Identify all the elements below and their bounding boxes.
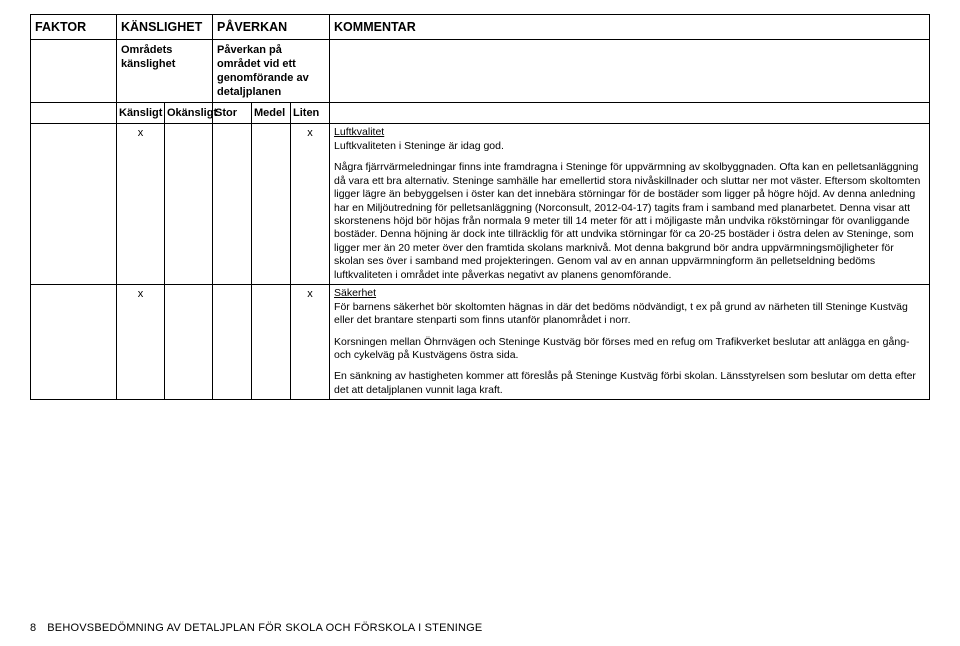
cell-medel — [252, 285, 291, 400]
th-kansligt: Känsligt — [117, 103, 165, 124]
th-empty — [31, 103, 117, 124]
page-footer: 8 BEHOVSBEDÖMNING AV DETALJPLAN FÖR SKOL… — [30, 622, 482, 634]
th-empty — [330, 40, 930, 103]
th-medel: Medel — [252, 103, 291, 124]
th-paverkan: PÅVERKAN — [213, 15, 330, 40]
cell-faktor — [31, 124, 117, 285]
table-row: x x Luftkvalitet Luftkvaliteten i Stenin… — [31, 124, 930, 285]
cell-okansligt — [165, 285, 213, 400]
th-omradets: Områdets känslighet — [117, 40, 213, 103]
cell-kansligt: x — [117, 285, 165, 400]
kommentar-title: Luftkvalitet — [334, 126, 384, 138]
header-row-3: Känsligt Okänsligt Stor Medel Liten — [31, 103, 930, 124]
footer-title: BEHOVSBEDÖMNING AV DETALJPLAN FÖR SKOLA … — [47, 622, 482, 634]
th-kanslighet: KÄNSLIGHET — [117, 15, 213, 40]
kommentar-title: Säkerhet — [334, 287, 376, 299]
th-okansligt: Okänsligt — [165, 103, 213, 124]
kommentar-text: För barnens säkerhet bör skoltomten hägn… — [334, 301, 908, 326]
assessment-table: FAKTOR KÄNSLIGHET PÅVERKAN KOMMENTAR Omr… — [30, 14, 930, 400]
cell-liten: x — [291, 124, 330, 285]
header-row-2: Områdets känslighet Påverkan på området … — [31, 40, 930, 103]
th-paverkan-sub: Påverkan på området vid ett genomförande… — [213, 40, 330, 103]
cell-stor — [213, 124, 252, 285]
th-empty — [31, 40, 117, 103]
cell-liten: x — [291, 285, 330, 400]
cell-kommentar: Luftkvalitet Luftkvaliteten i Steninge ä… — [330, 124, 930, 285]
th-stor: Stor — [213, 103, 252, 124]
cell-kommentar: Säkerhet För barnens säkerhet bör skolto… — [330, 285, 930, 400]
cell-stor — [213, 285, 252, 400]
cell-okansligt — [165, 124, 213, 285]
th-liten: Liten — [291, 103, 330, 124]
th-kommentar: KOMMENTAR — [330, 15, 930, 40]
header-row-1: FAKTOR KÄNSLIGHET PÅVERKAN KOMMENTAR — [31, 15, 930, 40]
page-number: 8 — [30, 622, 44, 634]
table-row: x x Säkerhet För barnens säkerhet bör sk… — [31, 285, 930, 400]
th-faktor: FAKTOR — [31, 15, 117, 40]
cell-medel — [252, 124, 291, 285]
kommentar-text: Luftkvaliteten i Steninge är idag god. — [334, 140, 504, 152]
cell-faktor — [31, 285, 117, 400]
cell-kansligt: x — [117, 124, 165, 285]
th-empty — [330, 103, 930, 124]
kommentar-text: Korsningen mellan Öhrnvägen och Steninge… — [334, 336, 925, 363]
kommentar-text: En sänkning av hastigheten kommer att fö… — [334, 370, 925, 397]
kommentar-text: Några fjärrvärmeledningar finns inte fra… — [334, 161, 925, 282]
